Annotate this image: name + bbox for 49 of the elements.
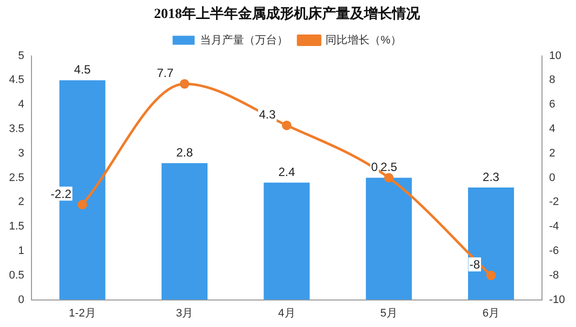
point — [78, 200, 88, 210]
y2-tick-label: -2 — [549, 196, 559, 208]
point — [486, 270, 496, 280]
y2-tick-label: 8 — [549, 74, 556, 86]
legend-label: 当月产量（万台） — [200, 33, 288, 46]
y2-tick-label: -6 — [549, 245, 559, 258]
x-tick-label: 3月 — [176, 307, 194, 320]
point — [282, 120, 292, 130]
bar — [264, 182, 310, 300]
y2-tick-label: 6 — [549, 98, 556, 111]
x-tick-label: 4月 — [278, 307, 296, 320]
y2-tick-label: 2 — [549, 147, 556, 160]
y-tick-label: 0 — [18, 294, 24, 306]
y-tick-label: 4.5 — [8, 74, 24, 86]
data-label: -2.2 — [50, 186, 72, 201]
y-tick-label: 4 — [18, 98, 24, 111]
data-label: 2.8 — [176, 145, 194, 160]
data-label: 2.4 — [278, 164, 296, 179]
point — [384, 173, 394, 183]
data-label: 7.7 — [156, 66, 174, 80]
x-tick-label: 5月 — [380, 307, 398, 320]
data-label: 2.5 — [380, 160, 398, 174]
y-tick-label: 5 — [18, 50, 24, 62]
data-label: 4.3 — [259, 108, 276, 122]
y2-tick-label: -8 — [549, 269, 559, 282]
chart-title: 2018年上半年金属成形机床产量及增长情况 — [154, 5, 421, 22]
y-tick-label: 1.5 — [8, 220, 24, 233]
bar — [468, 188, 514, 300]
y2-tick-label: 0 — [549, 172, 556, 184]
y-tick-label: 2.5 — [8, 172, 24, 184]
legend-label: 同比增长（%） — [326, 33, 402, 46]
y-tick-label: 1 — [18, 245, 24, 258]
x-tick-label: 1-2月 — [68, 307, 96, 320]
y-tick-label: 3.5 — [8, 123, 24, 136]
data-label: 4.5 — [74, 62, 92, 77]
data-label: 0 — [371, 160, 378, 174]
y-tick-label: 3 — [18, 147, 24, 160]
x-tick-label: 6月 — [482, 307, 500, 320]
y-tick-label: 0.5 — [8, 269, 24, 282]
bar — [366, 178, 412, 300]
y2-tick-label: -10 — [549, 294, 566, 306]
y2-tick-label: -4 — [549, 220, 559, 233]
y2-tick-label: 10 — [549, 50, 562, 62]
data-label: 2.3 — [482, 170, 500, 184]
y2-tick-label: 4 — [549, 123, 556, 136]
bar — [162, 163, 208, 300]
data-label: -8 — [469, 258, 480, 272]
point — [180, 79, 190, 89]
y-tick-label: 2 — [18, 196, 24, 208]
